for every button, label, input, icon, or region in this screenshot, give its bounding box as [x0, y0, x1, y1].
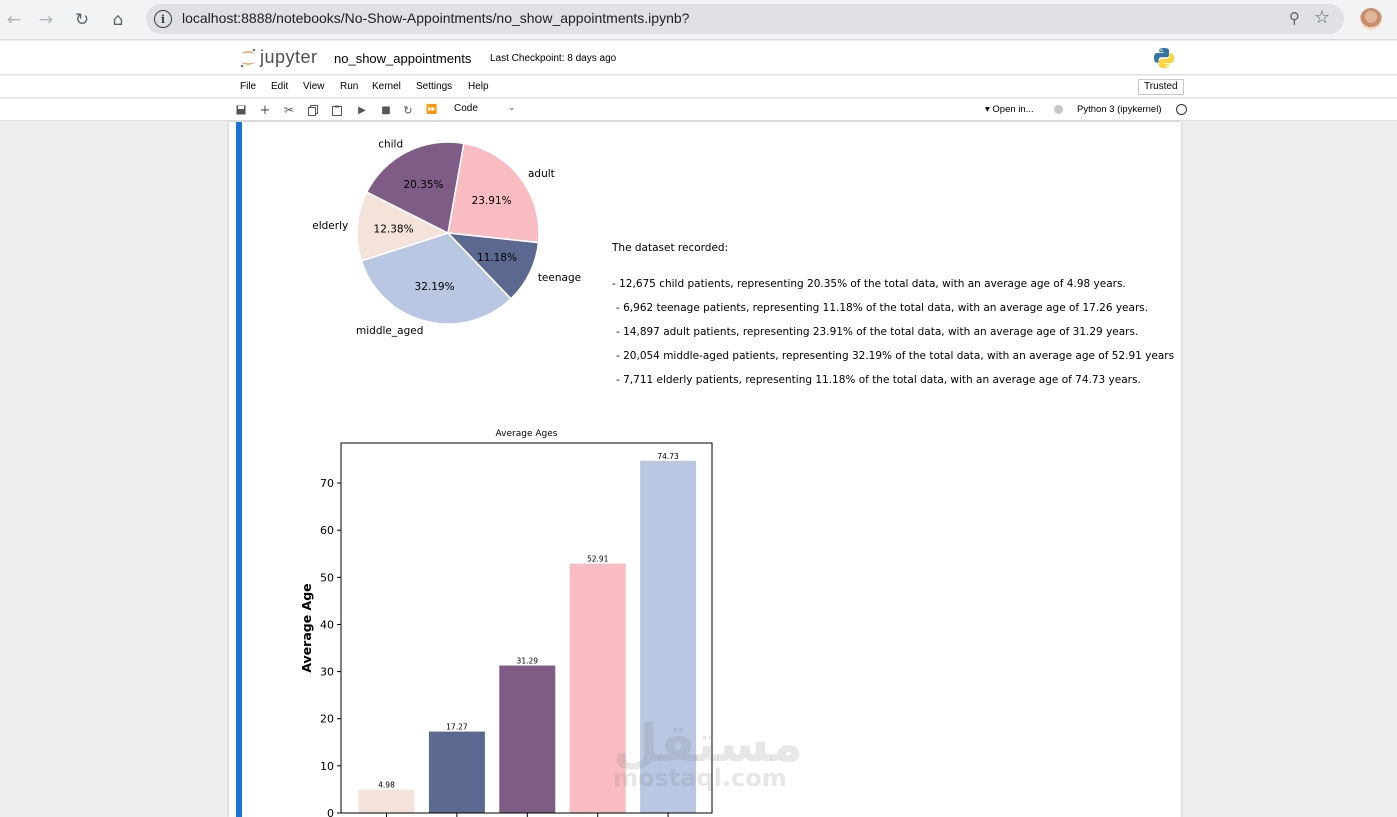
y-tick-label: 60 — [320, 524, 334, 537]
trusted-indicator[interactable]: Trusted — [1138, 79, 1184, 95]
menu-kernel[interactable]: Kernel — [372, 81, 401, 92]
notebook-toolbar: + ✂ ▶ ■ ↻ ⏩ Code ⌄ ▾ Open in... Python 3… — [0, 99, 1397, 121]
bar-value-label: 31.29 — [517, 657, 539, 666]
bar — [569, 563, 626, 813]
run-icon[interactable]: ▶ — [358, 104, 366, 116]
y-tick-label: 40 — [320, 618, 334, 631]
pie-slice-middle_aged — [360, 232, 512, 325]
paste-icon[interactable] — [330, 103, 344, 117]
output-line: - 14,897 adult patients, representing 23… — [616, 326, 1139, 338]
y-tick-label: 0 — [327, 807, 334, 817]
bar — [358, 789, 415, 813]
kernel-name[interactable]: Python 3 (ipykernel) — [1077, 104, 1162, 115]
cut-icon[interactable]: ✂ — [283, 103, 295, 117]
home-icon[interactable]: ⌂ — [112, 10, 124, 30]
y-tick-label: 20 — [320, 713, 334, 726]
output-intro: The dataset recorded: — [612, 242, 729, 254]
site-info-icon[interactable]: i — [154, 10, 172, 28]
menu-file[interactable]: File — [240, 81, 257, 92]
reload-icon[interactable]: ↻ — [74, 10, 90, 30]
pie-category-label: elderly — [312, 220, 348, 232]
kernel-gear-icon[interactable] — [1054, 105, 1063, 114]
bar-chart: Average Ages 0 10 20 30 40 50 60 70 Average Age 4.… — [299, 429, 713, 817]
pie-slice-adult — [447, 142, 540, 244]
address-url[interactable]: localhost:8888/notebooks/No-Show-Appoint… — [182, 10, 690, 26]
y-tick-label: 70 — [320, 477, 334, 490]
bar-value-label: 52.91 — [587, 555, 609, 564]
profile-avatar[interactable] — [1360, 8, 1382, 30]
menu-help[interactable]: Help — [468, 81, 489, 92]
menu-settings[interactable]: Settings — [416, 81, 453, 92]
bar-value-label: 17.27 — [446, 723, 468, 732]
cell-type-select[interactable]: Code — [454, 103, 478, 114]
jupyter-logo-icon[interactable] — [238, 47, 258, 69]
run-all-icon[interactable]: ⏩ — [426, 105, 438, 115]
pie-pct-label: 32.19% — [415, 281, 455, 293]
browser-toolbar: ← → ↻ ⌂ i localhost:8888/notebooks/No-Sh… — [0, 0, 1397, 40]
bar-chart-title: Average Ages — [496, 429, 558, 439]
open-in-label: Open in... — [992, 104, 1034, 115]
pie-pct-label: 12.38% — [374, 224, 414, 236]
open-in-button[interactable]: ▾ Open in... — [985, 104, 1034, 115]
active-cell-indicator[interactable] — [236, 122, 242, 817]
notebook-panel: 23.91% adult 11.18% teenage 32.19% middle_age… — [229, 122, 1181, 817]
save-icon[interactable] — [234, 103, 248, 117]
pie-slice-elderly — [356, 191, 450, 262]
output-line: - 7,711 elderly patients, representing 1… — [616, 374, 1141, 386]
menu-run[interactable]: Run — [340, 81, 359, 92]
back-arrow-icon[interactable]: ← — [6, 10, 22, 30]
bar — [499, 665, 556, 813]
output-line: - 6,962 teenage patients, representing 1… — [616, 302, 1149, 314]
pie-category-label: child — [378, 139, 403, 151]
chevron-down-icon[interactable]: ⌄ — [508, 103, 516, 113]
bar — [640, 460, 697, 813]
menu-bar: File Edit View Run Kernel Settings Help … — [0, 76, 1397, 98]
bar-value-label: 74.73 — [657, 452, 679, 461]
jupyter-logo-text: jupyter — [260, 47, 318, 67]
add-cell-icon[interactable]: + — [259, 102, 271, 118]
pie-pct-label: 20.35% — [404, 179, 444, 191]
menu-edit[interactable]: Edit — [271, 81, 289, 92]
output-line: - 20,054 middle-aged patients, represent… — [616, 350, 1175, 362]
pie-pct-label: 11.18% — [477, 252, 517, 264]
bar — [428, 731, 485, 813]
address-bar[interactable]: i localhost:8888/notebooks/No-Show-Appoi… — [146, 4, 1344, 34]
menu-view[interactable]: View — [303, 81, 325, 92]
y-tick-label: 30 — [320, 666, 334, 679]
pie-category-label: adult — [528, 168, 555, 180]
zoom-icon[interactable]: ⚲ — [1289, 9, 1300, 27]
restart-icon[interactable]: ↻ — [403, 103, 413, 117]
copy-icon[interactable] — [306, 103, 320, 117]
stop-icon[interactable]: ■ — [381, 104, 391, 116]
pie-chart: 23.91% adult 11.18% teenage 32.19% middle_age… — [312, 139, 581, 338]
plot-frame — [340, 442, 713, 814]
checkpoint-status: Last Checkpoint: 8 days ago — [490, 53, 617, 64]
y-tick-label: 10 — [320, 760, 334, 773]
pie-category-label: teenage — [538, 272, 581, 284]
pie-slice-teenage — [446, 232, 540, 300]
kernel-status-icon — [1176, 104, 1187, 115]
y-tick-label: 50 — [320, 571, 334, 584]
notebook-title[interactable]: no_show_appointments — [334, 51, 472, 66]
output-line: - 12,675 child patients, representing 20… — [612, 278, 1126, 290]
pie-slice-child — [365, 141, 465, 235]
bar-value-label: 4.98 — [378, 781, 395, 790]
jupyter-header: jupyter no_show_appointments Last Checkp… — [0, 41, 1397, 75]
y-axis-label: Average Age — [299, 583, 314, 672]
pie-pct-label: 23.91% — [472, 195, 512, 207]
forward-arrow-icon[interactable]: → — [38, 10, 54, 30]
pie-category-label: middle_aged — [356, 325, 423, 337]
python-logo-icon — [1154, 48, 1174, 68]
bookmark-star-icon[interactable]: ☆ — [1313, 7, 1330, 28]
